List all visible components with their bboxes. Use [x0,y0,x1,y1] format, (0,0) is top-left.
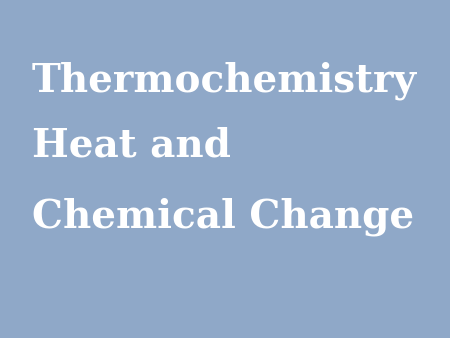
Text: Heat and: Heat and [32,126,230,164]
Text: Thermochemistry: Thermochemistry [32,62,417,100]
Text: Chemical Change: Chemical Change [32,197,414,236]
